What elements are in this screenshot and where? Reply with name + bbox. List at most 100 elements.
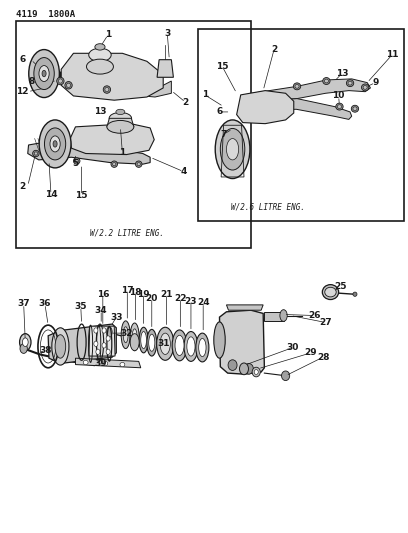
Text: 14: 14 xyxy=(45,190,57,199)
Ellipse shape xyxy=(102,328,106,333)
Ellipse shape xyxy=(130,334,139,351)
Text: 9: 9 xyxy=(372,78,379,87)
Bar xyxy=(198,29,404,221)
Ellipse shape xyxy=(33,150,39,157)
Ellipse shape xyxy=(196,333,209,362)
Text: 23: 23 xyxy=(185,297,197,305)
Text: 26: 26 xyxy=(309,311,321,320)
Ellipse shape xyxy=(361,84,369,91)
Text: 15: 15 xyxy=(216,62,228,71)
Ellipse shape xyxy=(175,335,184,356)
Text: 8: 8 xyxy=(28,77,35,86)
Ellipse shape xyxy=(130,323,139,351)
Ellipse shape xyxy=(89,48,111,62)
Text: 2: 2 xyxy=(19,182,26,190)
Text: 21: 21 xyxy=(160,290,173,298)
Text: 38: 38 xyxy=(40,346,52,355)
Polygon shape xyxy=(70,124,154,155)
Ellipse shape xyxy=(22,338,28,346)
Ellipse shape xyxy=(39,66,49,82)
Ellipse shape xyxy=(29,50,60,98)
Text: 7: 7 xyxy=(220,130,227,139)
Text: 24: 24 xyxy=(197,298,209,307)
Ellipse shape xyxy=(226,139,239,160)
Ellipse shape xyxy=(96,349,100,354)
Ellipse shape xyxy=(351,106,359,112)
Polygon shape xyxy=(237,91,294,124)
Ellipse shape xyxy=(346,80,354,86)
Ellipse shape xyxy=(280,310,287,321)
Text: 33: 33 xyxy=(110,313,122,321)
Ellipse shape xyxy=(137,163,140,166)
Text: W/2.6 LITRE ENG.: W/2.6 LITRE ENG. xyxy=(231,203,304,212)
Ellipse shape xyxy=(214,322,225,358)
Polygon shape xyxy=(61,53,163,100)
Ellipse shape xyxy=(44,128,66,160)
Text: 31: 31 xyxy=(158,340,170,348)
Ellipse shape xyxy=(123,327,128,343)
Ellipse shape xyxy=(254,370,258,374)
Ellipse shape xyxy=(42,70,46,77)
Text: 6: 6 xyxy=(20,55,26,64)
Ellipse shape xyxy=(94,341,98,346)
Ellipse shape xyxy=(83,360,88,365)
Polygon shape xyxy=(48,324,116,364)
Ellipse shape xyxy=(149,334,155,351)
Ellipse shape xyxy=(132,329,137,345)
Ellipse shape xyxy=(157,327,174,360)
Ellipse shape xyxy=(57,77,64,85)
Ellipse shape xyxy=(336,103,343,110)
Ellipse shape xyxy=(172,330,187,361)
Text: 1: 1 xyxy=(202,91,208,99)
Text: 12: 12 xyxy=(16,87,29,96)
Text: 20: 20 xyxy=(146,294,158,303)
Polygon shape xyxy=(252,99,352,119)
Text: 36: 36 xyxy=(39,300,51,308)
Ellipse shape xyxy=(244,364,253,374)
Ellipse shape xyxy=(105,87,109,92)
Ellipse shape xyxy=(65,82,72,89)
Ellipse shape xyxy=(58,79,62,83)
Polygon shape xyxy=(86,55,113,67)
Ellipse shape xyxy=(323,78,330,85)
Ellipse shape xyxy=(73,158,80,164)
Ellipse shape xyxy=(353,292,357,296)
Ellipse shape xyxy=(52,328,69,365)
Ellipse shape xyxy=(353,107,357,110)
Ellipse shape xyxy=(322,285,339,300)
Ellipse shape xyxy=(141,332,146,349)
Bar xyxy=(16,21,251,248)
Text: 11: 11 xyxy=(386,50,399,59)
Ellipse shape xyxy=(95,44,105,50)
Ellipse shape xyxy=(139,327,148,353)
Ellipse shape xyxy=(39,120,71,168)
Text: 5: 5 xyxy=(72,159,79,168)
Ellipse shape xyxy=(113,163,116,166)
Polygon shape xyxy=(107,118,134,127)
Text: 17: 17 xyxy=(121,286,133,295)
Text: 28: 28 xyxy=(317,353,329,361)
Ellipse shape xyxy=(295,84,299,88)
Polygon shape xyxy=(78,77,171,97)
Ellipse shape xyxy=(20,344,27,353)
Ellipse shape xyxy=(102,343,106,348)
Polygon shape xyxy=(28,138,150,164)
Text: 19: 19 xyxy=(137,290,150,298)
Ellipse shape xyxy=(103,86,111,93)
Text: 1: 1 xyxy=(119,149,126,157)
Ellipse shape xyxy=(160,333,171,354)
Polygon shape xyxy=(75,358,141,368)
Ellipse shape xyxy=(106,349,110,354)
Ellipse shape xyxy=(324,79,328,83)
Ellipse shape xyxy=(106,327,112,337)
Polygon shape xyxy=(226,305,263,310)
Ellipse shape xyxy=(239,363,248,375)
Text: 32: 32 xyxy=(120,329,133,337)
Ellipse shape xyxy=(337,104,341,108)
Text: 22: 22 xyxy=(174,294,186,303)
Ellipse shape xyxy=(94,328,98,333)
Text: 2: 2 xyxy=(182,98,189,107)
Text: 39: 39 xyxy=(95,359,107,368)
Text: 6: 6 xyxy=(216,108,223,116)
Ellipse shape xyxy=(363,86,367,90)
